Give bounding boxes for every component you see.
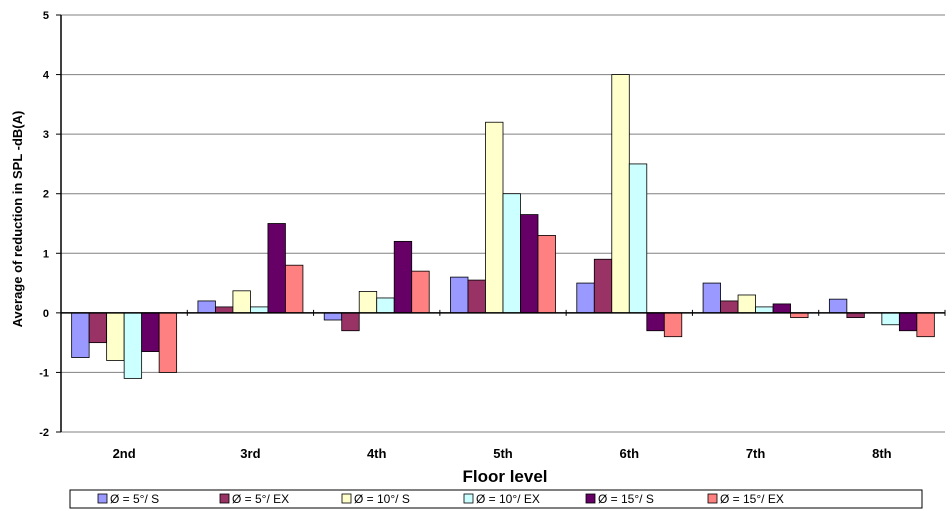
bar (358, 291, 378, 314)
legend-label: Ø = 5°/ S (110, 492, 159, 506)
y-axis-title: Average of reduction in SPL -dB(A) (10, 111, 25, 328)
bar (720, 300, 739, 314)
legend-swatch (707, 493, 718, 504)
bars (71, 74, 935, 379)
bar (411, 270, 430, 314)
y-tick-label: 5 (43, 10, 49, 22)
legend-swatch (585, 493, 596, 504)
legend: Ø = 5°/ S Ø = 5°/ EX Ø = 10°/ S Ø = 10°/ EX… (69, 489, 923, 509)
bar (323, 312, 343, 321)
x-axis-title: Floor level (462, 467, 547, 486)
bar (881, 312, 900, 326)
legend-label: Ø = 15°/ EX (720, 492, 784, 506)
bar (88, 312, 108, 344)
bar (141, 312, 160, 352)
legend-swatch (97, 493, 108, 504)
bar (520, 214, 539, 314)
y-tick-label: 0 (43, 308, 49, 320)
y-tick-label: 3 (43, 129, 49, 141)
bar (467, 279, 486, 314)
bar (341, 312, 360, 332)
bar (250, 306, 269, 314)
x-tick-labels: 2nd 3rd 4th 5th 6th 7th 8th (113, 446, 892, 461)
bar (898, 312, 918, 332)
bar (267, 223, 286, 314)
bar (828, 298, 848, 314)
bar (485, 121, 504, 314)
bar (755, 306, 774, 314)
legend-label: Ø = 10°/ S (354, 492, 410, 506)
x-tick-label: 6th (620, 446, 640, 461)
bar (916, 312, 935, 338)
bar (158, 312, 178, 373)
x-tick-label: 7th (746, 446, 766, 461)
bar (393, 240, 413, 314)
x-tick-label: 5th (493, 446, 513, 461)
bar (576, 282, 595, 314)
y-tick-label: -1 (39, 367, 49, 379)
legend-swatch (341, 493, 352, 504)
x-tick-label: 3rd (240, 446, 260, 461)
bar (450, 276, 469, 314)
x-tick-label: 4th (367, 446, 387, 461)
y-tick-label: -2 (39, 427, 49, 439)
bar (215, 306, 234, 314)
bar (285, 264, 304, 314)
bar (123, 312, 143, 379)
bar (106, 312, 125, 361)
legend-label: Ø = 15°/ S (598, 492, 654, 506)
legend-swatch (219, 493, 230, 504)
bar (593, 258, 613, 314)
y-tick-label: 4 (43, 70, 50, 82)
x-tick-label: 2nd (113, 446, 136, 461)
y-tick-labels: -2 -1 0 1 2 3 4 5 (39, 10, 50, 439)
bar (232, 290, 251, 314)
bar (611, 74, 630, 314)
bar (71, 312, 90, 358)
legend-label: Ø = 5°/ EX (232, 492, 289, 506)
bar (197, 300, 216, 314)
axes (56, 14, 946, 433)
y-tick-label: 1 (43, 248, 49, 260)
bar (702, 282, 721, 314)
legend-label: Ø = 10°/ EX (476, 492, 540, 506)
bar (537, 235, 556, 314)
bar (502, 193, 521, 314)
y-tick-label: 2 (43, 189, 49, 201)
bar (772, 303, 791, 314)
legend-swatch (463, 493, 474, 504)
x-tick-label: 8th (872, 446, 892, 461)
bar (628, 163, 648, 314)
bar (646, 312, 665, 332)
bar (663, 312, 683, 338)
bar (737, 294, 756, 314)
bar (376, 297, 395, 314)
